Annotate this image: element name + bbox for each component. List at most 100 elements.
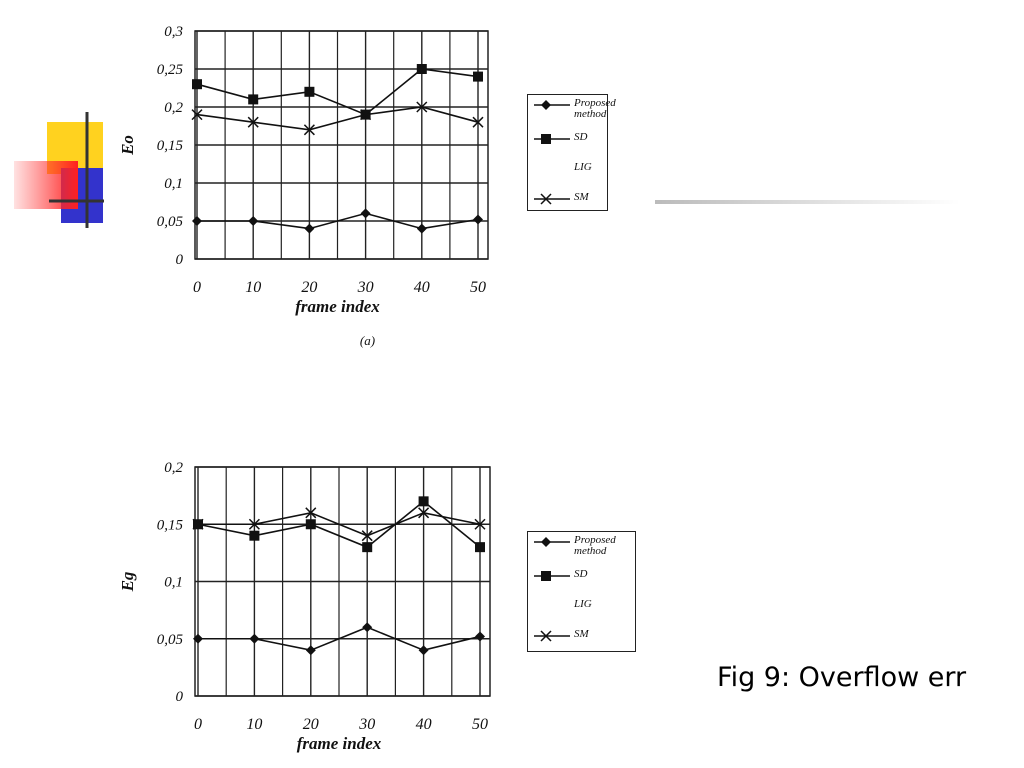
square-marker <box>541 134 551 144</box>
x-tick-label: 20 <box>303 716 319 733</box>
chart: 0 0,05 0,1 0,15 0,2 0,25 0,3 0 10 20 30 40 50 frame i… <box>118 24 489 348</box>
x-marker <box>474 518 486 530</box>
y-tick-label: 0,15 <box>157 138 184 154</box>
diamond-marker <box>416 223 427 234</box>
x-tick-label: 40 <box>416 716 432 733</box>
legend-entry: SD <box>532 131 630 145</box>
x-tick-label: 50 <box>472 716 488 733</box>
y-tick-label: 0,1 <box>164 176 183 192</box>
series-line <box>196 68 479 116</box>
y-tick-label: 0,15 <box>157 517 184 533</box>
y-tick-label: 0,3 <box>164 24 183 40</box>
legend-label: LIG <box>574 598 592 610</box>
square-marker <box>416 64 427 74</box>
y-tick-label: 0,2 <box>164 100 183 116</box>
diamond-marker <box>249 633 260 644</box>
x-tick-label: 40 <box>414 279 430 296</box>
x-marker <box>472 116 484 128</box>
x-marker <box>540 193 552 205</box>
slide-decoration <box>14 112 960 228</box>
legend-entry: Proposed method <box>532 97 630 120</box>
x-marker <box>418 507 430 519</box>
legend-entry: LIG <box>532 598 630 612</box>
diamond-marker <box>305 645 316 656</box>
series-line <box>198 626 481 652</box>
x-tick-label: 50 <box>470 279 486 296</box>
diamond-marker <box>541 537 551 547</box>
legend-entry: SM <box>532 628 630 642</box>
square-marker <box>362 542 373 553</box>
y-tick-label: 0,25 <box>157 62 184 78</box>
square-marker <box>304 86 315 97</box>
y-tick-label: 0,05 <box>157 214 184 230</box>
y-tick-label: 0 <box>176 689 184 705</box>
diamond-marker <box>473 214 483 225</box>
x-marker <box>305 507 317 519</box>
legend-key <box>532 600 572 612</box>
series-line <box>198 511 481 537</box>
chart-caption: (a) <box>360 333 375 348</box>
legend-label: Proposed method <box>574 534 616 557</box>
chart: 0 0,05 0,1 0,15 0,2 0 10 20 30 40 50 frame index Eg <box>118 460 491 753</box>
legend-label: SM <box>574 191 589 203</box>
y-tick-label: 0,1 <box>164 575 183 591</box>
legend-key <box>534 193 570 205</box>
legend-entry: SM <box>532 191 630 205</box>
legend-key <box>534 630 570 642</box>
square-marker <box>249 530 260 541</box>
y-tick-label: 0,05 <box>157 632 184 648</box>
x-marker <box>191 109 203 121</box>
legend-entry: Proposed method <box>532 534 630 557</box>
legend-label: Proposed method <box>574 97 616 120</box>
x-tick-label: 20 <box>301 279 317 296</box>
legend-entry: LIG <box>532 161 630 175</box>
diamond-marker <box>475 631 485 642</box>
x-tick-label: 0 <box>194 716 202 733</box>
x-marker <box>247 116 259 128</box>
diamond-marker <box>304 223 315 234</box>
diamond-marker <box>193 633 203 644</box>
x-marker <box>360 109 372 121</box>
legend-key <box>534 100 570 110</box>
diamond-marker <box>418 645 429 656</box>
series-line <box>196 106 479 131</box>
legend-entry: SD <box>532 568 630 582</box>
y-tick-label: 0 <box>176 252 184 268</box>
diamond-marker <box>248 216 259 226</box>
legend: Proposed method SD LIG SM <box>527 531 636 652</box>
square-marker <box>192 79 202 90</box>
x-tick-label: 10 <box>245 279 261 296</box>
diamond-marker <box>192 216 202 226</box>
x-axis-label: frame index <box>297 734 382 753</box>
legend-key <box>534 571 570 581</box>
legend-label: SD <box>574 131 588 143</box>
diamond-marker <box>360 208 371 219</box>
square-marker <box>418 496 429 507</box>
legend-label: SD <box>574 568 588 580</box>
square-marker <box>248 94 259 105</box>
diamond-marker <box>362 622 373 633</box>
legend-key <box>534 537 570 547</box>
x-tick-label: 30 <box>358 716 375 733</box>
legend-key <box>534 134 570 144</box>
square-marker <box>473 71 483 82</box>
y-tick-label: 0,2 <box>164 460 183 476</box>
legend-label: LIG <box>574 161 592 173</box>
y-axis-label: Eo <box>118 135 137 156</box>
y-axis-label: Eg <box>118 571 137 592</box>
x-axis-label: frame index <box>295 297 380 316</box>
x-marker <box>361 530 373 542</box>
x-marker <box>192 518 204 530</box>
x-tick-label: 10 <box>246 716 262 733</box>
x-marker <box>540 630 552 642</box>
square-marker <box>305 519 316 530</box>
square-marker <box>541 571 551 581</box>
diamond-marker <box>541 100 551 110</box>
x-marker <box>248 518 260 530</box>
legend-label: SM <box>574 628 589 640</box>
series-line <box>197 500 481 549</box>
x-tick-label: 0 <box>193 279 201 296</box>
legend-key <box>532 163 572 175</box>
